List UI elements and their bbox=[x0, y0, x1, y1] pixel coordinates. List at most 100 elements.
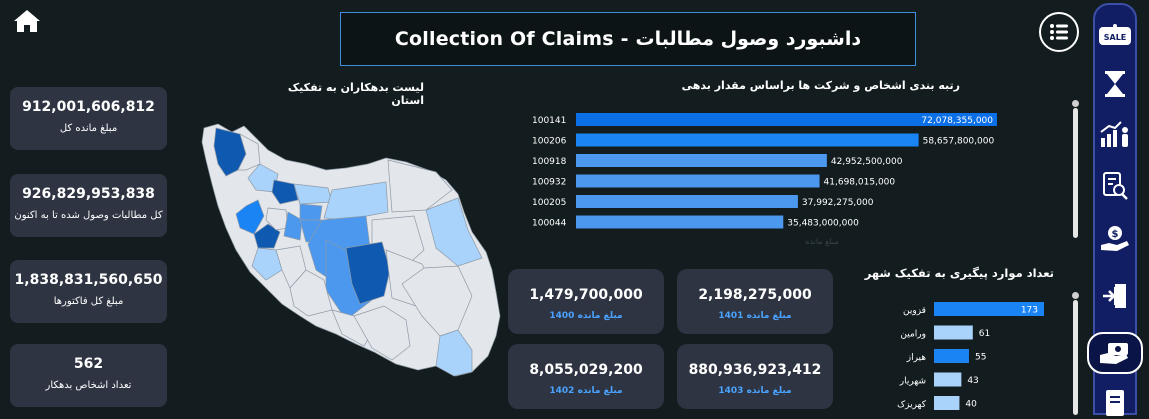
ranking-bar[interactable] bbox=[576, 154, 827, 167]
ranking-title: رتبه بندی اشخاص و شرکت ها براساس مقدار ب… bbox=[681, 79, 960, 92]
cash-hand-button-active[interactable] bbox=[1087, 332, 1143, 374]
kpi-card-invoices-total: 1,838,831,560,650 مبلغ کل فاکتورها bbox=[10, 260, 167, 323]
year-card-1400: 1,479,700,000 مبلغ مانده 1400 bbox=[508, 269, 664, 334]
ranking-bar[interactable] bbox=[576, 113, 997, 126]
ranking-value-label: 37,992,275,000 bbox=[802, 198, 874, 208]
city-value-label: 43 bbox=[967, 376, 978, 386]
kpi-value: 562 bbox=[73, 356, 104, 372]
map-province-qazvin[interactable] bbox=[271, 179, 299, 205]
kpi-value: 912,001,606,812 bbox=[22, 99, 155, 115]
kpi-value: 1,838,831,560,650 bbox=[14, 272, 163, 288]
map-province-markazi[interactable] bbox=[283, 211, 303, 241]
ranking-value-label: 58,657,800,000 bbox=[923, 137, 995, 147]
map-province-south-east[interactable] bbox=[435, 329, 473, 377]
ranking-value-label: 72,078,355,000 bbox=[921, 116, 993, 126]
city-value-label: 61 bbox=[979, 329, 990, 339]
year-card-value: 2,198,275,000 bbox=[698, 287, 812, 303]
map-province-kermanshah[interactable] bbox=[253, 223, 281, 249]
kpi-card-debtor-count: 562 تعداد اشخاص بدهکار bbox=[10, 344, 167, 407]
map-province-sistan-baluchestan[interactable] bbox=[401, 265, 473, 337]
svg-text:$: $ bbox=[1112, 229, 1119, 240]
kpi-label: تعداد اشخاص بدهکار bbox=[45, 380, 132, 391]
year-card-label: مبلغ مانده 1403 bbox=[718, 386, 792, 396]
map-province-semnan[interactable] bbox=[323, 181, 389, 221]
map-province-fars[interactable] bbox=[353, 305, 411, 361]
year-card-label: مبلغ مانده 1400 bbox=[549, 311, 623, 321]
kpi-card-collected-total: 926,829,953,838 کل مطالبات وصول شده تا ب… bbox=[10, 174, 167, 237]
document-search-icon[interactable] bbox=[1095, 169, 1135, 203]
ranking-axis-label: مبلغ مانده bbox=[805, 237, 839, 246]
menu-button[interactable] bbox=[1039, 12, 1079, 52]
city-category-label: هیراز bbox=[906, 353, 927, 363]
year-card-value: 8,055,029,200 bbox=[529, 362, 643, 378]
ranking-category-label: 100044 bbox=[532, 219, 567, 229]
dashboard-title-text: Collection Of Claims - داشبورد وصول مطال… bbox=[394, 28, 862, 50]
map-province-kerman[interactable] bbox=[345, 241, 391, 305]
city-bar[interactable] bbox=[934, 325, 973, 340]
home-button[interactable] bbox=[12, 8, 44, 36]
ranking-scrollbar[interactable] bbox=[1073, 108, 1078, 238]
ranking-category-label: 100205 bbox=[532, 198, 566, 208]
province-map[interactable] bbox=[196, 120, 502, 382]
growth-people-icon[interactable] bbox=[1095, 117, 1135, 151]
city-chart-title: تعداد موارد پیگیری به تفکیک شهر bbox=[864, 266, 1054, 280]
map-title: لیست بدهکاران به تفکیک استان bbox=[287, 81, 424, 107]
ranking-bar[interactable] bbox=[576, 195, 798, 208]
svg-text:SALE: SALE bbox=[1104, 33, 1127, 42]
year-card-1403: 880,936,923,412 مبلغ مانده 1403 bbox=[677, 344, 833, 409]
city-category-label: شهریار bbox=[899, 377, 926, 387]
kpi-label: کل مطالبات وصول شده تا به اکنون bbox=[14, 210, 163, 221]
city-scrollbar[interactable] bbox=[1073, 300, 1078, 415]
city-bar[interactable] bbox=[934, 396, 960, 410]
map-province-south-khorasan[interactable] bbox=[425, 197, 483, 267]
ranking-value-label: 42,952,500,000 bbox=[831, 157, 903, 167]
invoice-icon[interactable] bbox=[1095, 385, 1135, 419]
map-province-zanjan[interactable] bbox=[247, 163, 279, 193]
ranking-category-label: 100932 bbox=[532, 178, 566, 188]
map-province-tehran[interactable] bbox=[299, 203, 323, 221]
year-card-label: مبلغ مانده 1401 bbox=[718, 311, 792, 321]
year-card-1401: 2,198,275,000 مبلغ مانده 1401 bbox=[677, 269, 833, 334]
kpi-label: مبلغ مانده کل bbox=[59, 123, 118, 134]
year-card-label: مبلغ مانده 1402 bbox=[549, 386, 623, 396]
list-menu-icon bbox=[1050, 24, 1068, 40]
map-province-east-azerbaijan[interactable] bbox=[237, 133, 261, 171]
ranking-value-label: 41,698,015,000 bbox=[824, 178, 896, 188]
cash-hand-icon bbox=[1100, 343, 1128, 364]
sidebar: SALE $ bbox=[1087, 3, 1143, 416]
ranking-bar[interactable] bbox=[576, 174, 820, 188]
kpi-value: 926,829,953,838 bbox=[22, 186, 155, 202]
city-value-label: 40 bbox=[965, 400, 977, 410]
city-bar[interactable] bbox=[934, 372, 962, 387]
ranking-category-label: 100206 bbox=[532, 137, 567, 147]
map-province-ilam[interactable] bbox=[251, 247, 283, 281]
kpi-label: مبلغ کل فاکتورها bbox=[53, 296, 124, 307]
map-province-hamedan[interactable] bbox=[265, 207, 289, 231]
map-province-razavi-khorasan[interactable] bbox=[387, 159, 453, 213]
hourglass-icon[interactable] bbox=[1095, 67, 1135, 101]
year-card-value: 1,479,700,000 bbox=[529, 287, 643, 303]
ranking-scroll-up[interactable] bbox=[1072, 100, 1079, 107]
city-bar[interactable] bbox=[934, 302, 1044, 316]
home-icon bbox=[14, 10, 40, 32]
ranking-category-label: 100141 bbox=[532, 116, 566, 126]
city-category-label: کهریزک bbox=[897, 399, 927, 410]
city-category-label: قزوین bbox=[903, 306, 926, 316]
ranking-bar[interactable] bbox=[576, 215, 784, 229]
year-card-1402: 8,055,029,200 مبلغ مانده 1402 bbox=[508, 344, 664, 409]
city-category-label: ورامین bbox=[900, 330, 926, 340]
ranking-bar[interactable] bbox=[576, 133, 919, 147]
city-scroll-up[interactable] bbox=[1072, 292, 1079, 299]
ranking-value-label: 35,483,000,000 bbox=[787, 219, 859, 229]
ranking-category-label: 100918 bbox=[532, 157, 567, 167]
kpi-card-remaining-total: 912,001,606,812 مبلغ مانده کل bbox=[10, 87, 167, 150]
city-value-label: 55 bbox=[975, 353, 986, 363]
exit-door-icon[interactable] bbox=[1095, 279, 1135, 313]
city-bar[interactable] bbox=[934, 349, 969, 363]
city-bar-chart[interactable]: قزوین 173 ورامین 61 هیراز 55 شهریار 43 کهریزک 40 bbox=[866, 296, 1066, 415]
city-value-label: 173 bbox=[1021, 306, 1038, 316]
year-card-value: 880,936,923,412 bbox=[688, 362, 822, 378]
money-hand-icon[interactable]: $ bbox=[1095, 221, 1135, 255]
sale-tag-icon[interactable]: SALE bbox=[1095, 19, 1135, 53]
ranking-bar-chart[interactable]: 100141 72,078,355,000 100206 58,657,800,000… bbox=[522, 102, 1072, 252]
